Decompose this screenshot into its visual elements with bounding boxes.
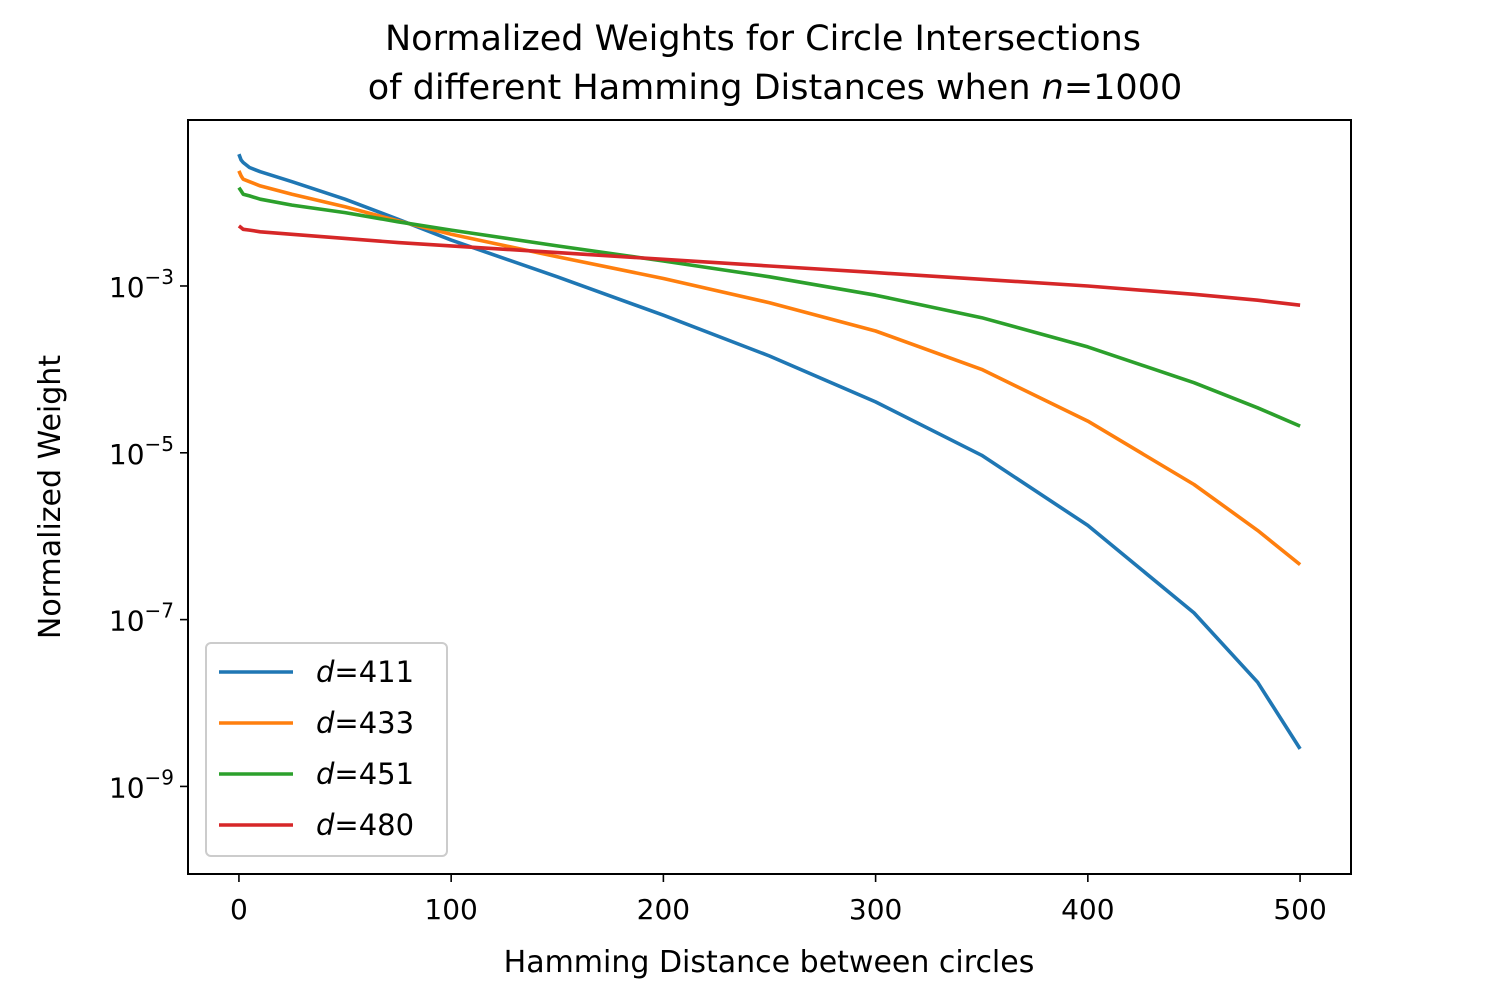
legend-label-var: d: [316, 655, 335, 689]
series-line-3: [237, 186, 1301, 428]
legend-label: d=433: [316, 706, 414, 740]
y-tick-label: 10−5: [109, 432, 174, 471]
y-axis-ticks: 10−310−510−710−9: [109, 265, 188, 804]
x-tick-label: 300: [849, 893, 902, 926]
plot-frame: [187, 119, 1352, 875]
series-line-4: [237, 224, 1301, 307]
x-tick-label: 100: [424, 893, 477, 926]
y-tick-exponent: −7: [145, 599, 174, 623]
legend-label-var: d: [316, 808, 335, 842]
series-line-2: [237, 170, 1302, 567]
legend-label-value: =411: [334, 655, 414, 689]
legend-frame: [205, 642, 448, 857]
chart-title-line2-var: n: [1042, 68, 1064, 108]
y-tick-base: 10: [109, 771, 145, 804]
y-tick-exponent: −9: [145, 765, 174, 789]
x-tick-label: 500: [1273, 893, 1326, 926]
y-tick-base: 10: [109, 271, 145, 304]
legend-label-value: =451: [334, 757, 414, 791]
plot-lines: [237, 153, 1302, 750]
legend-label: d=451: [316, 757, 414, 791]
y-axis-label: Normalized Weight: [33, 355, 68, 639]
x-axis-ticks: 0 100 200 300 400 500: [230, 874, 1327, 926]
chart-title-line1: Normalized Weights for Circle Intersecti…: [385, 19, 1141, 59]
y-tick-base: 10: [109, 438, 145, 471]
series-line-1: [237, 153, 1302, 750]
legend-label: d=480: [316, 808, 414, 842]
x-tick-label: 200: [637, 893, 690, 926]
x-tick-label: 400: [1061, 893, 1114, 926]
y-tick-label: 10−9: [109, 765, 174, 804]
y-tick-exponent: −5: [145, 432, 174, 456]
chart-title-line2-prefix: of different Hamming Distances when: [368, 68, 1042, 108]
y-tick-label: 10−3: [109, 265, 174, 304]
y-tick-label: 10−7: [109, 599, 174, 638]
legend-label: d=411: [316, 655, 414, 689]
x-tick-label: 0: [230, 893, 248, 926]
legend-label-var: d: [316, 706, 335, 740]
chart-title-line2: of different Hamming Distances when n=10…: [368, 68, 1182, 108]
legend-label-value: =480: [334, 808, 414, 842]
legend-label-value: =433: [334, 706, 414, 740]
x-axis-label: Hamming Distance between circles: [504, 945, 1035, 980]
y-tick-base: 10: [109, 605, 145, 638]
chart-title-line2-suffix: =1000: [1064, 68, 1182, 108]
legend-label-var: d: [316, 757, 335, 791]
y-tick-exponent: −3: [145, 265, 174, 289]
